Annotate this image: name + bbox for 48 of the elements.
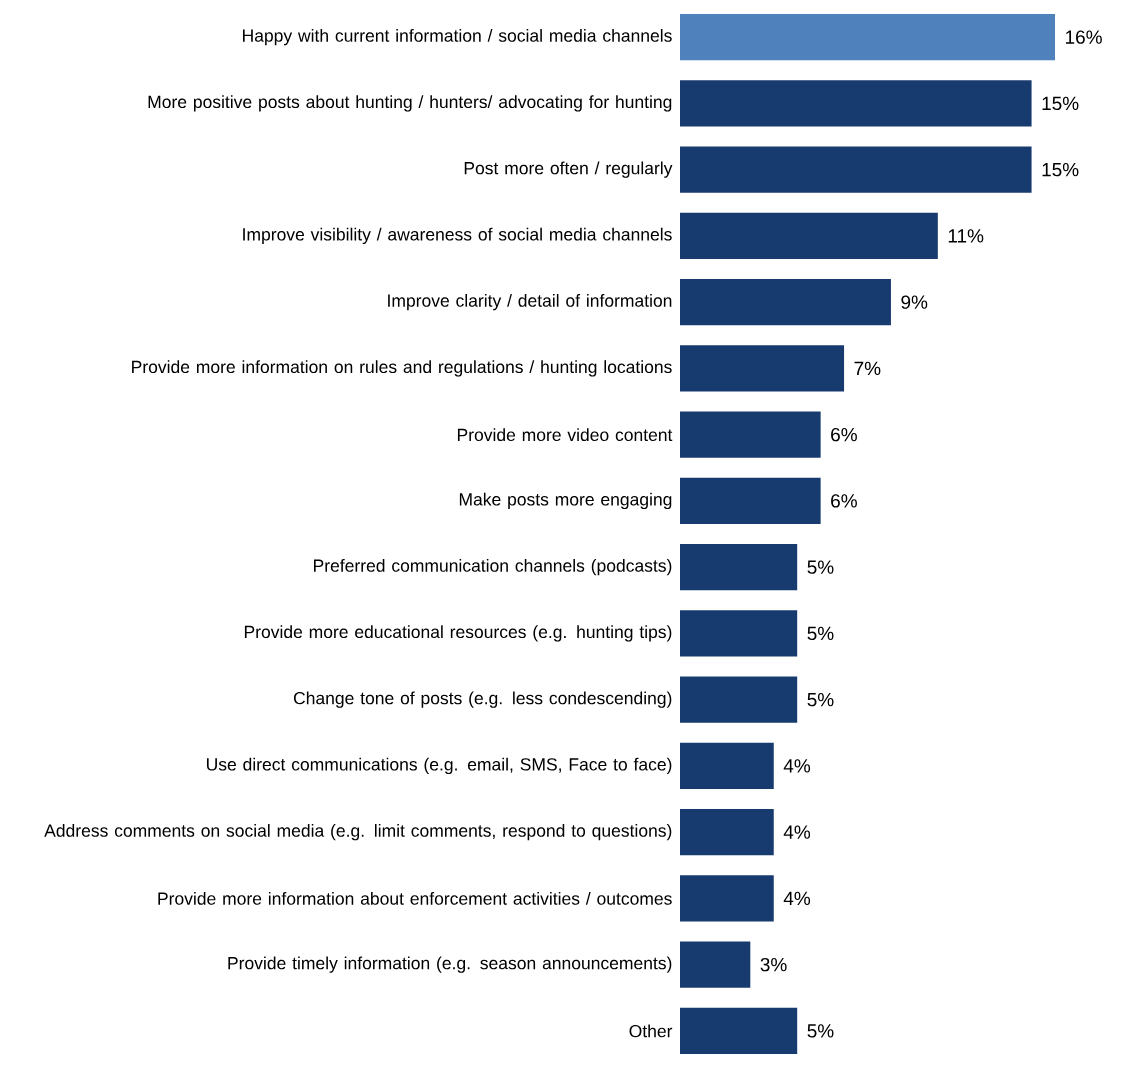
data-label: 5%: [807, 560, 834, 574]
y-tick-label: Preferred communication channels (podcasts): [314, 558, 672, 576]
bar: [680, 13, 1055, 61]
bar: [680, 875, 774, 922]
bar: [680, 1007, 798, 1055]
bar: [680, 345, 845, 392]
bar: [680, 742, 774, 790]
data-label: 5%: [807, 626, 834, 641]
data-label: 16%: [1065, 30, 1102, 44]
data-label: 5%: [807, 1024, 834, 1038]
data-label: 6%: [831, 427, 857, 442]
bar: [680, 278, 891, 326]
bar: [680, 610, 798, 657]
data-label: 4%: [783, 825, 811, 839]
bar: [680, 212, 938, 260]
data-label: 9%: [901, 295, 928, 309]
y-tick-label: Other: [629, 1024, 673, 1038]
bar: [680, 411, 821, 458]
bar: [680, 941, 751, 988]
bar: [680, 146, 1032, 193]
y-tick-label: Happy with current information / social media channels: [243, 28, 672, 46]
y-tick-label: Use direct communications (e.g. email, SMS, Face to face): [206, 757, 672, 775]
data-label: 4%: [783, 891, 811, 906]
y-tick-label: Change tone of posts (e.g. less condescending): [293, 691, 672, 708]
y-tick-label: More positive posts about hunting / hunters/ advocating for hunting: [148, 95, 672, 112]
y-tick-label: Provide more educational resources (e.g. hunting tips): [244, 625, 672, 642]
bar: [680, 543, 798, 591]
y-tick-label: Improve visibility / awareness of social media channels: [243, 227, 672, 245]
data-label: 3%: [760, 957, 787, 972]
data-label: 15%: [1042, 162, 1079, 177]
y-tick-label: Post more often / regularly: [464, 161, 673, 178]
data-label: 4%: [783, 759, 811, 773]
data-label: 15%: [1042, 96, 1079, 111]
y-tick-label: Provide more information about enforcement activities / outcomes: [158, 891, 672, 905]
y-tick-label: Provide timely information (e.g. season announcements): [228, 956, 672, 973]
data-label: 6%: [831, 494, 857, 508]
y-tick-label: Provide more information on rules and regulations / hunting locations: [132, 360, 672, 377]
bar: [680, 477, 821, 525]
bar: [680, 676, 798, 723]
data-label: 5%: [807, 692, 834, 707]
data-label: 11%: [948, 229, 984, 243]
data-label: 7%: [854, 361, 881, 376]
bar: [680, 808, 774, 856]
y-tick-label: Make posts more engaging: [459, 492, 672, 510]
y-tick-label: Address comments on social media (e.g. limit comments, respond to questions): [44, 823, 672, 841]
y-tick-label: Improve clarity / detail of information: [388, 293, 672, 311]
y-tick-label: Provide more video content: [457, 428, 673, 442]
bar: [680, 80, 1032, 127]
